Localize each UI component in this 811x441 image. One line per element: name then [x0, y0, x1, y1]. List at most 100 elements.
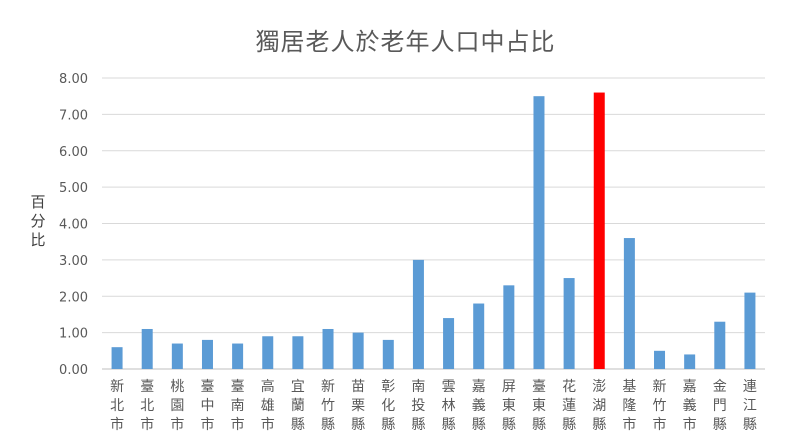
x-tick-label: 市 — [683, 416, 697, 433]
x-tick-label: 市 — [653, 416, 667, 433]
x-tick-label: 竹 — [321, 398, 335, 414]
bar — [744, 292, 756, 369]
bar — [623, 238, 635, 369]
x-tick-label: 縣 — [442, 417, 456, 433]
x-tick-label: 嘉 — [472, 379, 486, 395]
x-tick-label: 南 — [411, 379, 425, 395]
x-tick-label: 雄 — [261, 398, 275, 414]
x-tick-label: 屏 — [502, 379, 516, 395]
bar — [654, 350, 666, 369]
y-tick-label: 4.00 — [59, 218, 88, 233]
x-tick-label: 新 — [110, 379, 124, 395]
y-tick-label: 5.00 — [59, 181, 88, 196]
x-tick-label: 縣 — [532, 417, 546, 433]
bar — [382, 339, 394, 369]
x-tick-label: 苗 — [351, 379, 365, 395]
x-tick-label: 市 — [170, 416, 184, 433]
x-tick-label: 北 — [140, 398, 154, 414]
bar — [412, 259, 424, 369]
x-tick-label: 市 — [140, 416, 154, 433]
bar — [232, 343, 244, 369]
x-tick-label: 投 — [411, 398, 425, 414]
x-tick-label: 雲 — [442, 379, 456, 395]
bar — [563, 278, 575, 369]
x-tick-label: 縣 — [592, 417, 606, 433]
x-tick-label: 高 — [261, 378, 275, 395]
y-axis-label: 百分比 — [30, 193, 46, 249]
x-tick-label: 新 — [321, 379, 335, 395]
x-tick-label: 市 — [200, 416, 214, 433]
x-tick-label: 竹 — [653, 398, 667, 414]
y-tick-label: 2.00 — [59, 290, 88, 305]
bar — [322, 328, 334, 369]
x-tick-label: 基 — [622, 378, 636, 395]
x-tick-label: 南 — [231, 398, 245, 414]
x-tick-label: 臺 — [140, 379, 154, 395]
bar — [503, 285, 515, 369]
x-tick-label: 市 — [110, 416, 124, 433]
y-tick-label: 8.00 — [59, 72, 88, 87]
bar — [201, 339, 213, 369]
y-tick-label: 6.00 — [59, 145, 88, 160]
x-tick-label: 蘭 — [291, 398, 305, 414]
y-tick-label: 1.00 — [59, 327, 88, 342]
x-tick-label: 中 — [200, 398, 214, 414]
x-tick-label: 湖 — [592, 398, 606, 414]
x-tick-label: 東 — [502, 398, 516, 414]
x-tick-label: 縣 — [502, 417, 516, 433]
x-tick-label: 縣 — [351, 417, 365, 433]
x-tick-label: 義 — [472, 397, 486, 414]
x-axis-labels: 新北市臺北市桃園市臺中市臺南市高雄市宜蘭縣新竹縣苗栗縣彰化縣南投縣雲林縣嘉義縣屏… — [110, 378, 757, 433]
x-tick-label: 縣 — [381, 417, 395, 433]
y-tick-label: 0.00 — [59, 363, 88, 378]
bar — [714, 321, 726, 369]
bar — [533, 96, 545, 369]
x-tick-label: 市 — [622, 416, 636, 433]
bars — [111, 92, 756, 370]
x-tick-label: 縣 — [713, 417, 727, 433]
chart-title: 獨居老人於老年人口中占比 — [255, 28, 556, 56]
x-tick-label: 縣 — [321, 417, 335, 433]
x-tick-label: 縣 — [562, 417, 576, 433]
bar — [684, 354, 696, 369]
x-tick-label: 臺 — [532, 379, 546, 395]
x-tick-label: 門 — [713, 398, 727, 414]
x-tick-label: 隆 — [622, 398, 636, 414]
x-tick-label: 栗 — [351, 398, 365, 414]
x-tick-label: 嘉 — [683, 379, 697, 395]
gridlines — [102, 77, 765, 370]
x-tick-label: 澎 — [592, 379, 606, 395]
y-tick-label: 7.00 — [59, 108, 88, 123]
x-tick-label: 新 — [653, 379, 667, 395]
x-tick-label: 縣 — [743, 417, 757, 433]
x-tick-label: 縣 — [472, 417, 486, 433]
x-tick-label: 市 — [231, 416, 245, 433]
x-tick-label: 北 — [110, 398, 124, 414]
x-tick-label: 臺 — [200, 379, 214, 395]
bar — [352, 332, 364, 369]
bar — [292, 336, 304, 369]
x-tick-label: 東 — [532, 398, 546, 414]
y-axis-ticks: 0.00 1.00 2.00 3.00 4.00 5.00 6.00 7.00 8.00 — [59, 72, 88, 378]
x-tick-label: 臺 — [231, 379, 245, 395]
x-tick-label: 化 — [381, 398, 395, 414]
bar — [141, 328, 153, 369]
bar — [262, 336, 274, 369]
x-tick-label: 桃 — [170, 379, 184, 395]
x-tick-label: 林 — [442, 398, 456, 414]
bar — [111, 347, 123, 369]
bar — [593, 92, 605, 370]
x-tick-label: 金 — [713, 379, 727, 395]
bar — [171, 343, 183, 369]
x-tick-label: 宜 — [291, 379, 305, 395]
x-tick-label: 縣 — [411, 417, 425, 433]
x-tick-label: 義 — [683, 397, 697, 414]
x-tick-label: 連 — [743, 379, 757, 395]
x-tick-label: 園 — [170, 398, 184, 414]
x-tick-label: 蓮 — [562, 398, 576, 414]
x-tick-label: 市 — [261, 416, 275, 433]
x-tick-label: 縣 — [291, 417, 305, 433]
bar — [473, 303, 485, 369]
